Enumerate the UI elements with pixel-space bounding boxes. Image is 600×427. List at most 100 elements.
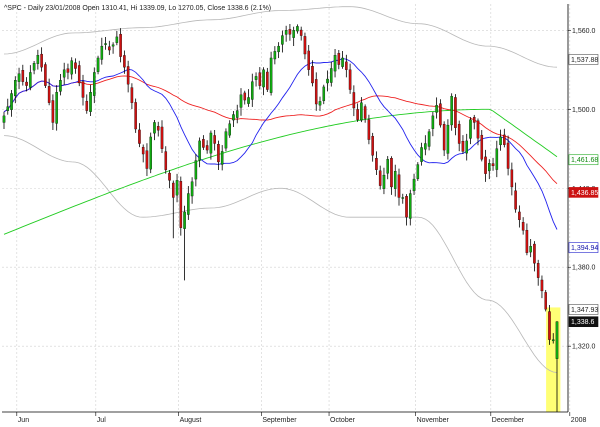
candle-body bbox=[484, 156, 487, 174]
candle-body bbox=[284, 30, 288, 35]
candle-body bbox=[104, 43, 107, 45]
candle-body bbox=[247, 97, 250, 104]
candle-body bbox=[111, 44, 115, 47]
candle-body bbox=[175, 180, 179, 196]
candle-body bbox=[480, 134, 484, 160]
candle-body bbox=[322, 86, 326, 102]
chart-title: ^SPC - Daily 23/01/2008 Open 1310.41, Hi… bbox=[4, 5, 271, 12]
candle-body bbox=[416, 164, 420, 179]
candle-body bbox=[277, 45, 280, 53]
candle-body bbox=[262, 69, 265, 88]
candle-body bbox=[29, 72, 32, 88]
price-tags: 1,537.88 1,461.68 1,436.85 1,394.94 1,347.93… bbox=[568, 54, 599, 328]
candle-body bbox=[164, 151, 168, 170]
candle-body bbox=[273, 51, 277, 60]
candle-body bbox=[209, 132, 213, 154]
y-tick-label: 1,560.0 bbox=[572, 28, 595, 35]
candle-body bbox=[202, 139, 205, 148]
candle-body bbox=[472, 117, 476, 123]
candle-body bbox=[363, 106, 367, 119]
x-tick-label: Jun bbox=[18, 417, 29, 424]
candle-body bbox=[525, 230, 529, 253]
candle-body bbox=[356, 109, 359, 120]
candle-body bbox=[156, 126, 160, 131]
candle-body bbox=[123, 55, 126, 68]
candle-body bbox=[518, 211, 521, 220]
candle-body bbox=[55, 92, 58, 124]
candle-body bbox=[314, 79, 318, 105]
ma-short-line bbox=[3, 58, 558, 230]
candle-body bbox=[187, 193, 190, 215]
candle-body bbox=[533, 243, 536, 264]
candle-body bbox=[93, 72, 96, 96]
x-tick-label: December bbox=[492, 417, 525, 424]
candle-body bbox=[382, 174, 386, 189]
candle-body bbox=[397, 174, 401, 198]
candle-body bbox=[378, 170, 382, 186]
candle-body bbox=[36, 55, 40, 64]
price-tag-label: 1,537.88 bbox=[571, 57, 598, 64]
candle-body bbox=[190, 181, 194, 197]
candle-body bbox=[258, 72, 262, 86]
candle-body bbox=[544, 292, 547, 310]
candle-body bbox=[44, 64, 47, 86]
candle-body bbox=[74, 62, 77, 69]
candle-body bbox=[442, 124, 446, 151]
candle-body bbox=[130, 87, 134, 103]
candle-body bbox=[243, 92, 247, 101]
candle-body bbox=[420, 147, 423, 162]
candle-body bbox=[337, 53, 341, 65]
x-tick-label: September bbox=[262, 417, 297, 424]
candle-body bbox=[435, 105, 438, 113]
candle-body bbox=[32, 63, 36, 71]
candle-body bbox=[17, 73, 21, 82]
candle-body bbox=[499, 136, 502, 146]
bollinger-bands bbox=[3, 6, 558, 373]
candle-body bbox=[96, 57, 100, 72]
candle-body bbox=[427, 131, 431, 147]
candle-body bbox=[367, 119, 371, 140]
candle-body bbox=[292, 30, 295, 38]
candle-body bbox=[536, 263, 540, 278]
candle-body bbox=[326, 78, 329, 84]
candle-body bbox=[393, 170, 397, 189]
candle-body bbox=[108, 46, 111, 51]
candle-body bbox=[51, 100, 55, 123]
candle-body bbox=[488, 163, 491, 172]
price-tag-box bbox=[568, 154, 599, 166]
candle-body bbox=[307, 50, 310, 70]
candle-body bbox=[457, 123, 461, 144]
candle-body bbox=[228, 123, 231, 136]
candle-body bbox=[431, 115, 435, 129]
candle-body bbox=[491, 163, 495, 167]
candle-body bbox=[461, 140, 465, 152]
candle-body bbox=[476, 120, 480, 139]
candle-body bbox=[401, 197, 405, 199]
candle-body bbox=[25, 81, 28, 86]
candle-body bbox=[138, 129, 141, 144]
candle-body bbox=[288, 29, 292, 35]
candle-body bbox=[352, 92, 356, 109]
candle-body bbox=[21, 70, 25, 82]
candle-body bbox=[446, 124, 450, 154]
candle-body bbox=[81, 81, 85, 98]
candle-body bbox=[311, 66, 314, 84]
candle-body bbox=[330, 68, 333, 83]
candle-body bbox=[303, 36, 307, 55]
candle-body bbox=[412, 178, 416, 192]
candle-body bbox=[141, 146, 145, 155]
candle-body bbox=[10, 93, 13, 110]
candle-body bbox=[40, 53, 43, 68]
candle-body bbox=[179, 181, 183, 228]
candle-body bbox=[89, 92, 92, 112]
candle-body bbox=[232, 114, 235, 121]
candle-body bbox=[341, 57, 344, 67]
candle-body bbox=[450, 95, 453, 126]
x-tick-label: October bbox=[330, 417, 356, 424]
candle-body bbox=[224, 131, 228, 149]
candle-body bbox=[145, 150, 149, 169]
candle-body bbox=[77, 65, 81, 84]
bollinger-upper bbox=[3, 6, 558, 68]
candle-body bbox=[119, 33, 122, 57]
candle-body bbox=[160, 126, 164, 149]
